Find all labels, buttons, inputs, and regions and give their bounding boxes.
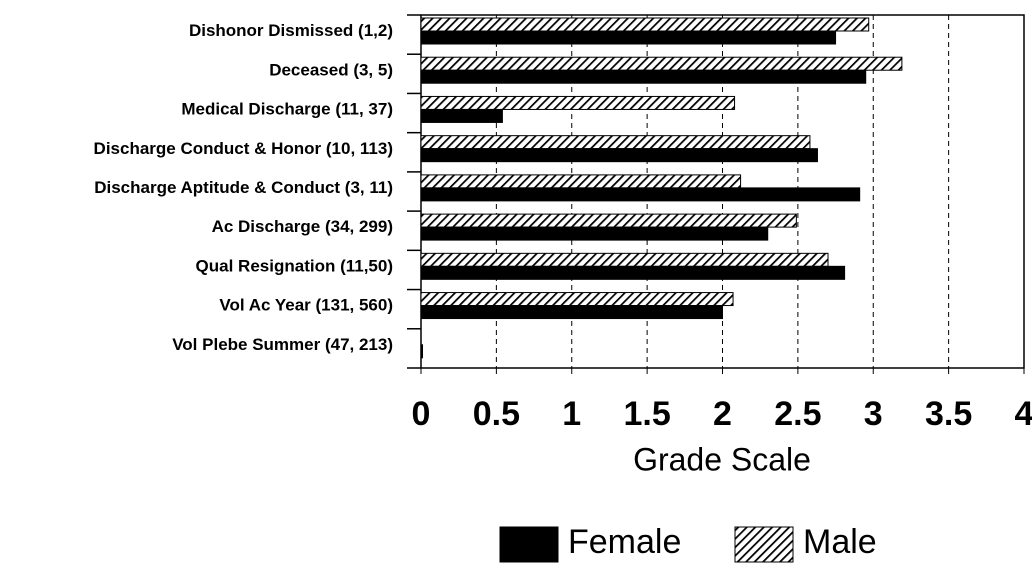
bar (420, 213, 797, 228)
y-tick-label: Qual Resignation (11,50) (196, 256, 393, 275)
x-axis-title: Grade Scale (633, 441, 811, 477)
legend-label: Female (568, 523, 681, 561)
y-tick-label: Discharge Conduct & Honor (10, 113) (94, 139, 393, 158)
bar (420, 252, 829, 267)
legend-label: Male (803, 523, 877, 561)
bar (420, 292, 734, 307)
y-tick-label: Vol Ac Year (131, 560) (219, 296, 393, 315)
x-tick-label: 3 (864, 395, 883, 433)
y-tick-label: Vol Plebe Summer (47, 213) (172, 335, 393, 354)
y-tick-label: Deceased (3, 5) (269, 60, 393, 79)
bar (420, 135, 811, 150)
bar (420, 56, 903, 71)
x-tick-label: 1.5 (623, 395, 670, 433)
bar (420, 226, 769, 241)
bar (420, 69, 867, 84)
legend-swatch (499, 526, 559, 563)
bar (420, 187, 861, 202)
bar (420, 95, 736, 110)
bar (420, 174, 742, 189)
y-tick-label: Discharge Aptitude & Conduct (3, 11) (94, 178, 393, 197)
y-tick-label: Ac Discharge (34, 299) (212, 217, 393, 236)
bar (420, 17, 870, 32)
x-tick-label: 1 (562, 395, 581, 433)
legend-swatch (734, 526, 794, 563)
y-tick-label: Dishonor Dismissed (1,2) (189, 21, 393, 40)
x-tick-label: 2.5 (774, 395, 821, 433)
x-tick-label: 3.5 (925, 395, 972, 433)
x-tick-label: 4 (1015, 395, 1032, 433)
x-tick-label: 2 (713, 395, 732, 433)
bar (420, 30, 837, 45)
bar (420, 108, 503, 123)
y-tick-label: Medical Discharge (11, 37) (181, 100, 393, 119)
x-tick-label: 0 (412, 395, 431, 433)
bar (420, 305, 723, 320)
x-tick-label: 0.5 (473, 395, 520, 433)
bar (420, 344, 424, 359)
bar (420, 148, 818, 163)
bar (420, 265, 846, 280)
